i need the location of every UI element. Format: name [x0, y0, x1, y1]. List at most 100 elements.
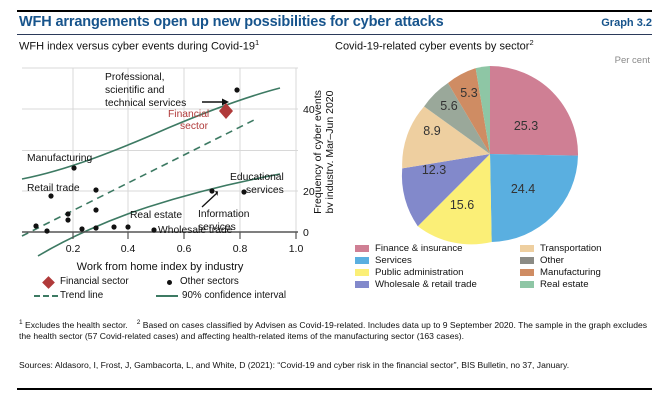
scatter-y-axis-label: Frequency of cyber events by industry, M…	[312, 90, 333, 214]
scatter-y-axis-label-line-1: by industry, Mar–Jun 2020	[324, 90, 333, 213]
scatter-point	[79, 226, 85, 232]
pie-legend-label-public-administration: Public administration	[375, 267, 464, 278]
xtick-label-0: 0.2	[66, 243, 81, 255]
pie-slice-wholesale-retail-trade	[401, 154, 490, 227]
pie-value-finance-insurance: 25.3	[514, 119, 538, 133]
annotation-financial-line-0: Financial	[168, 109, 209, 120]
scatter-point	[44, 228, 50, 234]
ytick-label-20: 20	[303, 186, 315, 198]
pie-slice-other	[424, 82, 490, 154]
annotation-financial-line-1: sector	[180, 121, 209, 132]
annotation-professional-line-2: technical services	[105, 98, 186, 109]
scatter-point	[111, 224, 117, 230]
pie-slice-public-administration	[417, 154, 492, 245]
graph-number: Graph 3.2	[601, 17, 652, 29]
confidence-upper-line	[21, 87, 281, 180]
scatter-point	[241, 189, 247, 195]
pie-value-other: 5.6	[440, 99, 457, 113]
pie-value-public-administration: 15.6	[450, 198, 474, 212]
scatter-points	[33, 87, 247, 234]
scatter-point	[71, 165, 77, 171]
legend-confidence-interval-label: 90% confidence interval	[182, 290, 287, 301]
footnote-2-marker: 2	[136, 319, 141, 326]
pie-slice-services	[490, 154, 578, 242]
pie-slice-finance-insurance	[490, 66, 578, 156]
pie-value-services: 24.4	[511, 182, 535, 196]
pie-value-manufacturing: 5.3	[460, 86, 477, 100]
pie-value-labels: 25.3 24.4 15.6 12.3 8.9 5.6 5.3	[422, 86, 538, 212]
annotation-financial-sector: Financial sector	[168, 109, 209, 132]
pie-legend-swatch-other	[520, 257, 534, 264]
scatter-point	[65, 211, 71, 217]
pie-unit-label: Per cent	[614, 55, 650, 66]
xtick-label-1: 0.4	[121, 243, 136, 255]
scatter-point	[209, 188, 215, 194]
pie-legend-label-wholesale-retail-trade: Wholesale & retail trade	[375, 279, 477, 290]
scatter-point	[33, 223, 39, 229]
annotation-educational-line-1: services	[246, 185, 284, 196]
right-panel-subtitle-footnote-ref: 2	[529, 38, 534, 47]
annotation-information-line-0: Information	[198, 209, 250, 220]
legend-confidence-interval-icon	[156, 295, 178, 297]
scatter-point	[93, 187, 99, 193]
annotation-professional-arrow-icon	[202, 98, 229, 106]
scatter-point	[93, 207, 99, 213]
xtick-label-3: 0.8	[233, 243, 248, 255]
pie-slices	[401, 66, 578, 245]
annotation-professional-line-1: scientific and	[105, 85, 165, 96]
scatter-point	[65, 217, 71, 223]
annotation-professional-line-0: Professional,	[105, 72, 165, 83]
pie-legend-swatch-transportation	[520, 245, 534, 252]
pie-value-transportation: 8.9	[423, 124, 440, 138]
pie-legend-swatch-finance-insurance	[355, 245, 369, 252]
pie-legend-label-services: Services	[375, 255, 412, 266]
sources-note: Sources: Aldasoro, I, Frost, J, Gambacor…	[19, 360, 570, 370]
pie-legend-swatch-public-administration	[355, 269, 369, 276]
annotation-real-estate: Real estate	[130, 210, 182, 221]
annotation-information-services: Information services	[198, 209, 250, 233]
annotation-educational-services: Educational services	[230, 172, 284, 196]
annotation-retail-trade: Retail trade	[27, 183, 80, 194]
trend-line	[21, 117, 259, 237]
page-title: WFH arrangements open up new possibiliti…	[19, 14, 444, 30]
pie-legend-label-transportation: Transportation	[540, 243, 602, 254]
scatter-svg: 0.2 0.4 0.6 0.8 1.0 40 20 0 Work from ho…	[21, 67, 333, 273]
scatter-point	[125, 224, 131, 230]
pie-chart: 25.3 24.4 15.6 12.3 8.9 5.6 5.3	[390, 62, 610, 247]
pie-legend-swatch-wholesale-retail-trade	[355, 281, 369, 288]
bottom-divider	[17, 388, 652, 390]
left-panel-subtitle-text: WFH index versus cyber events during Cov…	[19, 40, 255, 53]
legend-financial-sector-diamond-icon	[42, 276, 55, 289]
pie-legend-swatch-real-estate	[520, 281, 534, 288]
top-divider	[17, 10, 652, 12]
pie-value-wholesale-retail-trade: 12.3	[422, 163, 446, 177]
pie-slice-manufacturing	[447, 68, 490, 154]
footnote-1-text: Excludes the health sector.	[25, 319, 128, 330]
confidence-lower-line	[37, 173, 281, 257]
scatter-gridlines	[22, 67, 298, 232]
left-panel-subtitle: WFH index versus cyber events during Cov…	[19, 38, 259, 53]
pie-legend-label-other: Other	[540, 255, 564, 266]
xtick-label-4: 1.0	[289, 243, 304, 255]
pie-legend-label-real-estate: Real estate	[540, 279, 589, 290]
legend-financial-sector-label: Financial sector	[60, 276, 129, 287]
scatter-point	[93, 225, 99, 231]
annotation-information-line-1: services	[198, 222, 236, 233]
legend-other-sectors-label: Other sectors	[180, 276, 239, 287]
scatter-legend: Financial sector Other sectors Trend lin…	[20, 276, 330, 308]
scatter-point	[234, 87, 240, 93]
pie-legend: Finance & insurance Services Public admi…	[355, 243, 655, 295]
pie-legend-label-manufacturing: Manufacturing	[540, 267, 601, 278]
scatter-chart: 0.2 0.4 0.6 0.8 1.0 40 20 0 Work from ho…	[8, 60, 333, 275]
ytick-label-40: 40	[303, 104, 315, 116]
footnote-1-marker: 1	[19, 319, 23, 326]
xtick-label-2: 0.6	[177, 243, 192, 255]
legend-other-sectors-dot-icon	[167, 280, 172, 285]
scatter-point	[48, 193, 54, 199]
annotation-wholesale-trade: Wholesale trade	[158, 225, 233, 236]
financial-sector-marker	[219, 103, 233, 119]
ytick-label-0: 0	[303, 227, 309, 239]
scatter-y-axis-label-line-0: Frequency of cyber events	[312, 90, 324, 214]
footnotes: 1 Excludes the health sector. 2 Based on …	[19, 317, 652, 343]
